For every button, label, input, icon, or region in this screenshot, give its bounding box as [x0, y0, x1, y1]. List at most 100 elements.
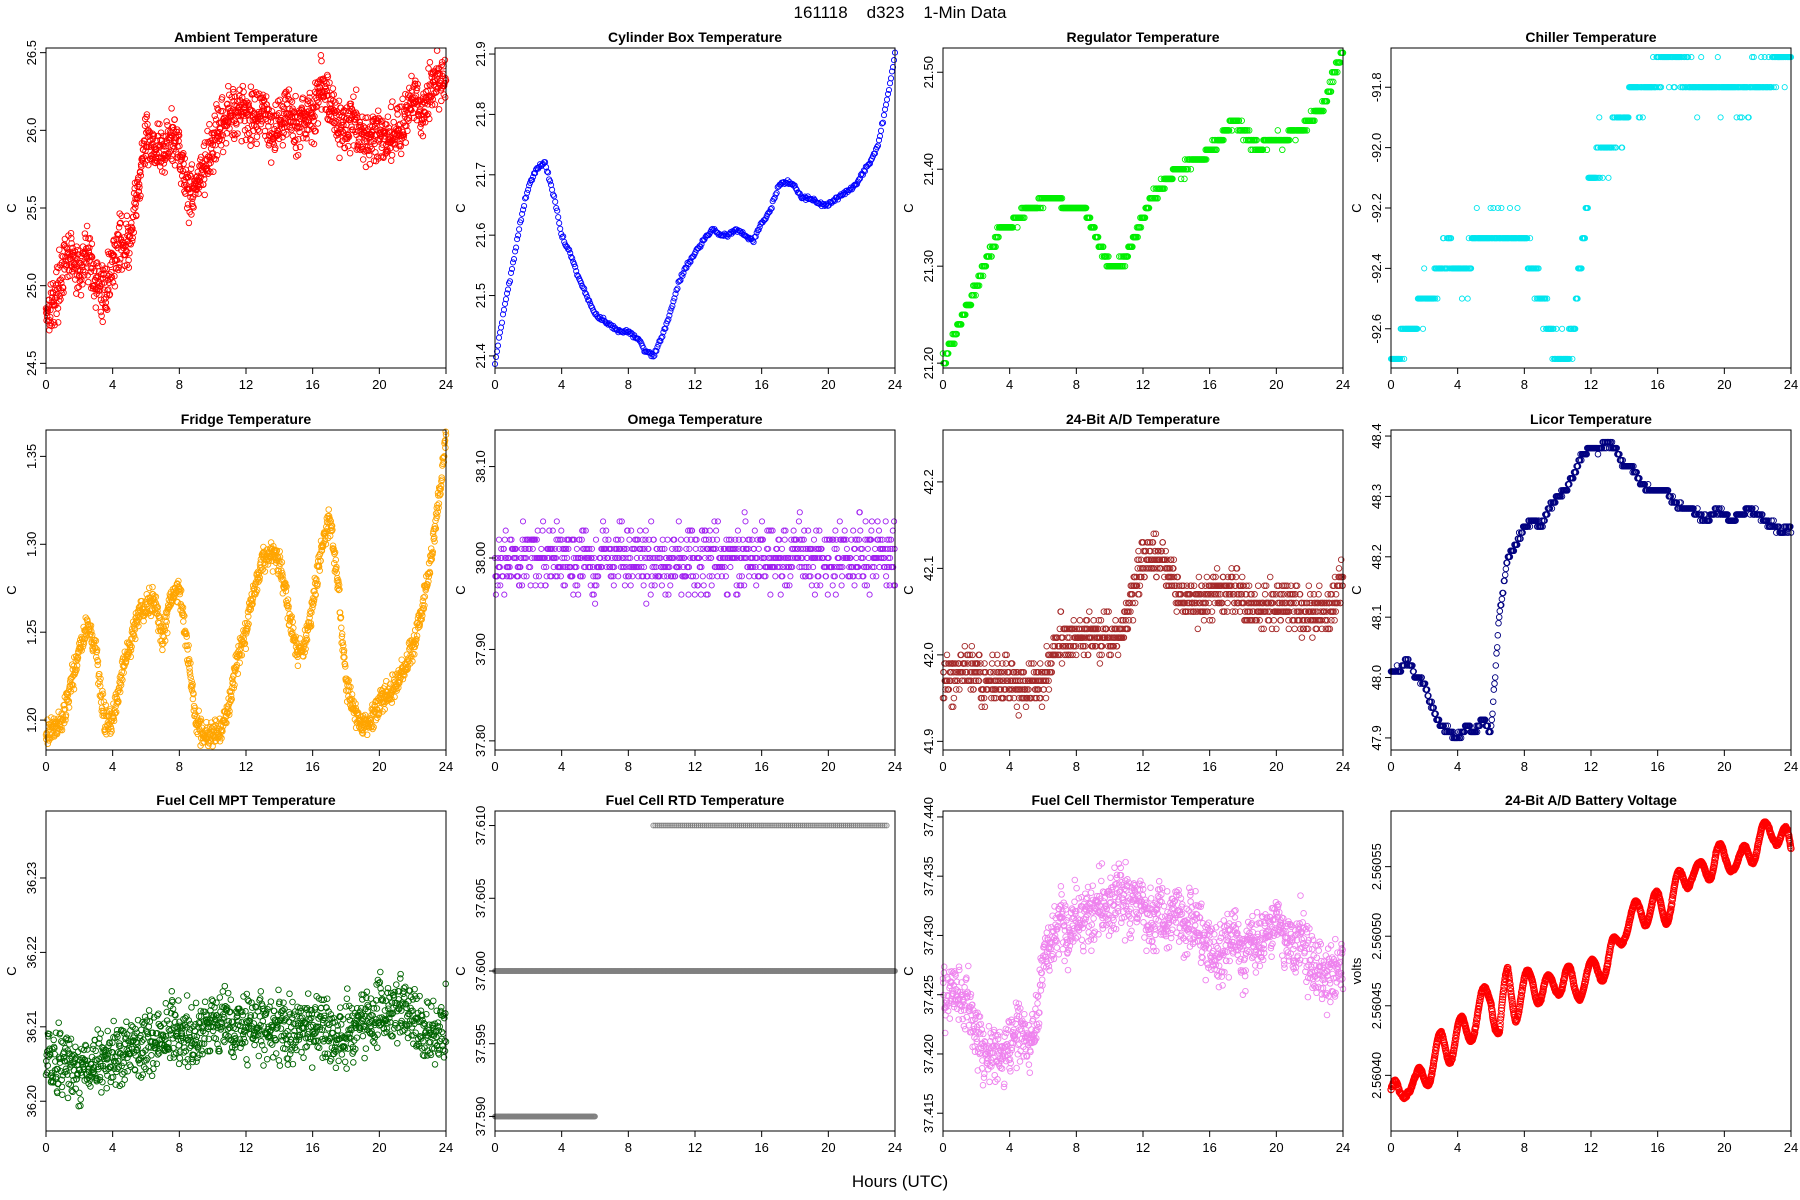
data-point: [592, 600, 599, 607]
data-point: [267, 118, 275, 125]
data-points: [1387, 54, 1795, 362]
data-point: [103, 306, 111, 313]
y-tick-label: -92.4: [1369, 254, 1384, 284]
data-point: [1781, 84, 1788, 91]
data-point: [186, 171, 194, 179]
data-point: [229, 86, 237, 93]
data-point: [402, 139, 409, 146]
data-point: [267, 159, 275, 166]
data-point: [44, 307, 52, 314]
data-point: [880, 112, 888, 119]
data-point: [1458, 295, 1466, 302]
data-point: [539, 527, 546, 534]
data-point: [387, 103, 395, 111]
data-point: [73, 272, 81, 279]
panel-title: Ambient Temperature: [174, 29, 318, 45]
x-tick-label: 16: [754, 377, 768, 392]
data-point: [510, 256, 518, 263]
data-point: [48, 319, 55, 327]
panel-title: Chiller Temperature: [1525, 29, 1656, 45]
data-point: [272, 144, 279, 152]
data-point: [162, 142, 170, 150]
data-point: [883, 96, 891, 103]
data-point: [123, 212, 131, 220]
y-axis-label: C: [453, 203, 468, 212]
data-point: [1514, 204, 1521, 212]
data-point: [143, 143, 151, 151]
data-point: [58, 252, 66, 260]
data-point: [1698, 54, 1705, 61]
data-point: [383, 677, 390, 685]
data-point: [76, 272, 83, 280]
data-point: [538, 545, 545, 552]
data-point: [494, 342, 502, 349]
data-point: [245, 620, 252, 628]
data-point: [329, 85, 337, 92]
data-point: [600, 518, 607, 525]
data-point: [137, 172, 145, 179]
x-tick-label: 16: [1202, 377, 1216, 392]
x-tick-label: 4: [109, 377, 116, 392]
y-tick-label: 21.9: [473, 41, 488, 66]
data-point: [558, 527, 565, 534]
data-point: [317, 52, 325, 59]
data-point: [1421, 265, 1428, 272]
data-point: [773, 189, 780, 197]
data-point: [549, 186, 556, 193]
data-point: [153, 137, 161, 144]
y-axis-label: C: [4, 203, 19, 212]
data-point: [225, 118, 232, 126]
data-point: [234, 130, 241, 137]
data-point: [50, 319, 58, 326]
x-tick-label: 4: [1454, 377, 1461, 392]
data-point: [68, 235, 75, 242]
data-point: [336, 154, 343, 162]
data-point: [292, 92, 299, 100]
y-axis: 21.421.521.621.721.821.9: [473, 41, 495, 369]
data-point: [79, 281, 86, 288]
data-point: [605, 536, 612, 543]
data-point: [131, 204, 139, 211]
data-point: [91, 267, 98, 275]
data-point: [217, 125, 224, 133]
data-points: [939, 49, 1347, 367]
x-tick-label: 12: [239, 759, 253, 774]
data-point: [181, 155, 188, 162]
y-tick-label: 26.5: [24, 40, 39, 65]
data-point: [136, 183, 143, 191]
data-point: [247, 142, 254, 149]
data-point: [142, 147, 149, 155]
data-point: [276, 96, 284, 104]
data-point: [492, 353, 500, 361]
data-point: [149, 135, 157, 143]
data-point: [223, 130, 230, 137]
data-point: [230, 88, 237, 96]
x-tick-label: 0: [939, 377, 946, 392]
data-point: [166, 149, 173, 156]
data-point: [222, 140, 230, 147]
data-point: [56, 246, 63, 253]
data-point: [54, 305, 62, 312]
y-tick-label: 1.35: [24, 444, 39, 469]
data-point: [397, 150, 405, 158]
x-tick-label: 12: [688, 377, 702, 392]
data-point: [877, 127, 885, 134]
data-point: [157, 129, 165, 136]
data-point: [205, 167, 212, 175]
data-point: [114, 244, 121, 252]
data-point: [384, 113, 392, 120]
data-point: [247, 136, 254, 143]
x-tick-label: 20: [372, 377, 386, 392]
y-tick-label: 1.30: [24, 532, 39, 557]
x-axis: 0 4 8 12 16 20 24: [1387, 368, 1798, 392]
data-point: [100, 275, 107, 282]
data-point: [98, 312, 105, 320]
data-point: [1596, 114, 1603, 121]
data-point: [57, 296, 64, 303]
data-point: [495, 536, 503, 543]
data-point: [207, 159, 214, 167]
data-point: [154, 157, 161, 165]
x-tick-label: 12: [239, 377, 253, 392]
